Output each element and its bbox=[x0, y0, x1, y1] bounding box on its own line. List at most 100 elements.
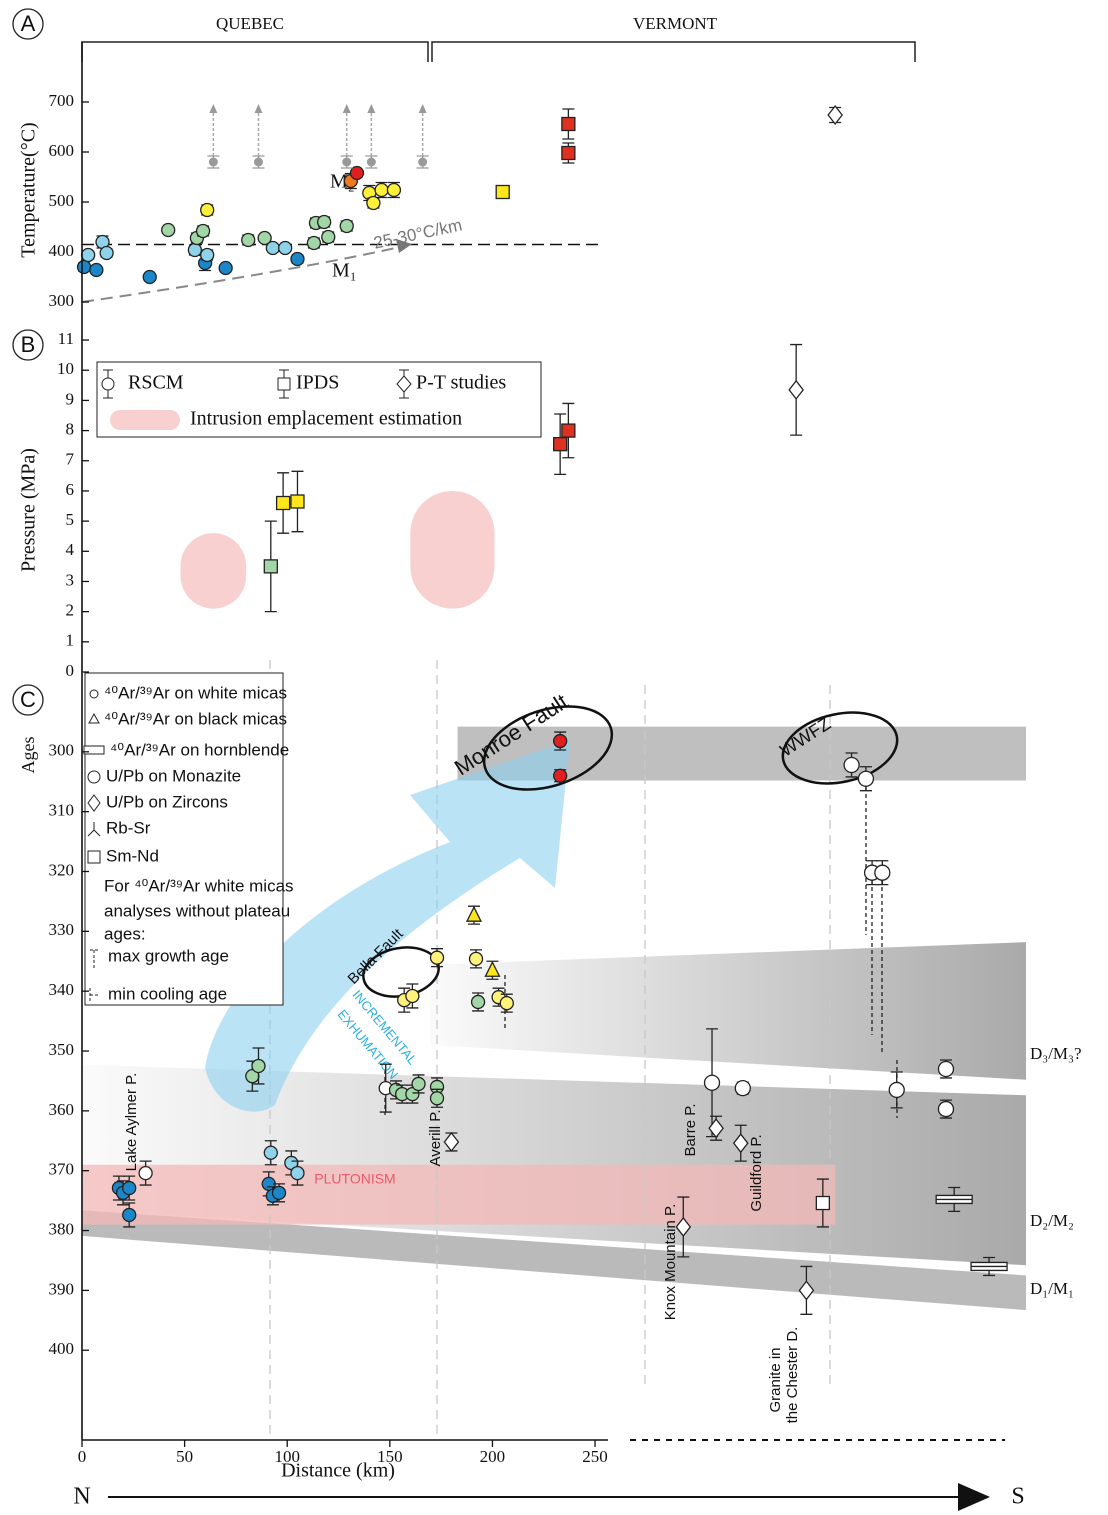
point bbox=[317, 214, 332, 230]
arrow-head bbox=[367, 104, 376, 113]
point bbox=[263, 559, 278, 574]
y-tick-label: 380 bbox=[49, 1219, 75, 1238]
y-tick-label: 500 bbox=[49, 191, 75, 210]
y-tick-label: 4 bbox=[66, 540, 75, 559]
legend-key: min cooling age bbox=[108, 984, 227, 1003]
y-tick-label: 1 bbox=[66, 631, 75, 650]
point bbox=[553, 733, 568, 749]
point bbox=[122, 1180, 137, 1196]
y-tick-label: 320 bbox=[49, 860, 75, 879]
point bbox=[195, 223, 211, 239]
point bbox=[138, 1165, 153, 1181]
intrusion bbox=[180, 533, 247, 609]
point bbox=[122, 1207, 137, 1223]
point bbox=[251, 1058, 266, 1074]
point bbox=[561, 423, 576, 438]
y-tick-label: 350 bbox=[49, 1040, 75, 1059]
point bbox=[200, 202, 215, 218]
point bbox=[161, 222, 176, 238]
point bbox=[99, 245, 114, 261]
point bbox=[675, 1216, 692, 1238]
panel-labels bbox=[12, 8, 44, 716]
point bbox=[468, 951, 484, 967]
legend-label: ⁴⁰Ar/³⁹Ar on white micas bbox=[104, 683, 287, 702]
x-tick-label: 0 bbox=[78, 1447, 87, 1466]
y-tick-label: 5 bbox=[66, 510, 75, 529]
point bbox=[257, 230, 272, 246]
point bbox=[342, 157, 352, 167]
pluton-label: Knox Mountain P. bbox=[662, 1204, 679, 1320]
y-tick-label: 400 bbox=[49, 241, 75, 260]
y-tick-label: 8 bbox=[66, 419, 75, 438]
x-tick-label: 100 bbox=[274, 1447, 300, 1466]
point bbox=[798, 1280, 815, 1301]
point bbox=[278, 240, 293, 256]
point bbox=[187, 242, 203, 258]
pluton-label: Guildford P. bbox=[748, 1134, 765, 1211]
y-axis-label: Ages bbox=[18, 737, 38, 774]
y-tick-label: 0 bbox=[66, 661, 75, 680]
point bbox=[937, 1100, 955, 1118]
point bbox=[827, 104, 843, 126]
legend-b bbox=[96, 361, 542, 438]
region-label: QUEBEC bbox=[216, 14, 284, 33]
point bbox=[349, 165, 365, 181]
point bbox=[937, 1060, 955, 1078]
y-tick-label: 7 bbox=[66, 450, 75, 469]
point bbox=[788, 379, 804, 400]
point bbox=[374, 182, 389, 198]
y-tick-label: 700 bbox=[49, 91, 75, 110]
point bbox=[321, 229, 336, 245]
legend-label: IPDS bbox=[296, 372, 339, 394]
y-tick-label: 310 bbox=[49, 801, 75, 820]
point bbox=[484, 960, 501, 977]
x-tick-label: 200 bbox=[480, 1447, 506, 1466]
point bbox=[306, 235, 322, 251]
point bbox=[499, 995, 514, 1011]
point bbox=[218, 260, 233, 276]
arrow-head bbox=[254, 104, 263, 113]
point bbox=[142, 269, 157, 285]
point bbox=[553, 768, 568, 783]
legend-c bbox=[83, 672, 284, 1006]
band-label: PLUTONISM bbox=[314, 1171, 395, 1187]
point bbox=[76, 259, 92, 275]
legend-label: Intrusion emplacement estimation bbox=[190, 408, 462, 430]
band-label: D₁/M₁ bbox=[1030, 1279, 1074, 1298]
point bbox=[734, 1079, 751, 1097]
legend-label: ⁴⁰Ar/³⁹Ar on black micas bbox=[104, 709, 287, 728]
arrow-head bbox=[342, 104, 351, 113]
point bbox=[241, 232, 256, 248]
pluton-label: the Chester D. bbox=[784, 1327, 801, 1424]
point bbox=[429, 950, 445, 965]
region-label: VERMONT bbox=[633, 14, 718, 33]
panel-label: C bbox=[20, 687, 36, 712]
legend-label: U/Pb on Monazite bbox=[106, 766, 241, 785]
y-tick-label: 600 bbox=[49, 141, 75, 160]
arrow-head bbox=[209, 104, 218, 113]
band bbox=[82, 1164, 836, 1225]
bands bbox=[82, 243, 1026, 1311]
band bbox=[82, 1210, 1026, 1311]
point bbox=[732, 1133, 749, 1154]
point bbox=[81, 247, 96, 263]
y-tick-label: 330 bbox=[49, 920, 75, 939]
y-tick-label: 390 bbox=[49, 1279, 75, 1298]
point bbox=[553, 437, 568, 452]
x-axis-label: Distance (km) bbox=[281, 1460, 395, 1482]
band bbox=[457, 726, 1026, 781]
pluton-label: Granite in bbox=[767, 1347, 784, 1412]
direction-label: N bbox=[73, 1484, 90, 1510]
y-axis-label: Temperature(°C) bbox=[18, 122, 40, 257]
y-tick-label: 370 bbox=[49, 1160, 75, 1179]
point bbox=[366, 157, 376, 167]
legend-label: RSCM bbox=[128, 372, 184, 394]
legend-label: Sm-Nd bbox=[106, 846, 159, 865]
x-tick-label: 150 bbox=[377, 1447, 403, 1466]
point bbox=[874, 864, 891, 881]
point bbox=[561, 116, 576, 132]
point bbox=[495, 184, 510, 200]
point bbox=[405, 1086, 420, 1102]
point bbox=[843, 756, 860, 774]
